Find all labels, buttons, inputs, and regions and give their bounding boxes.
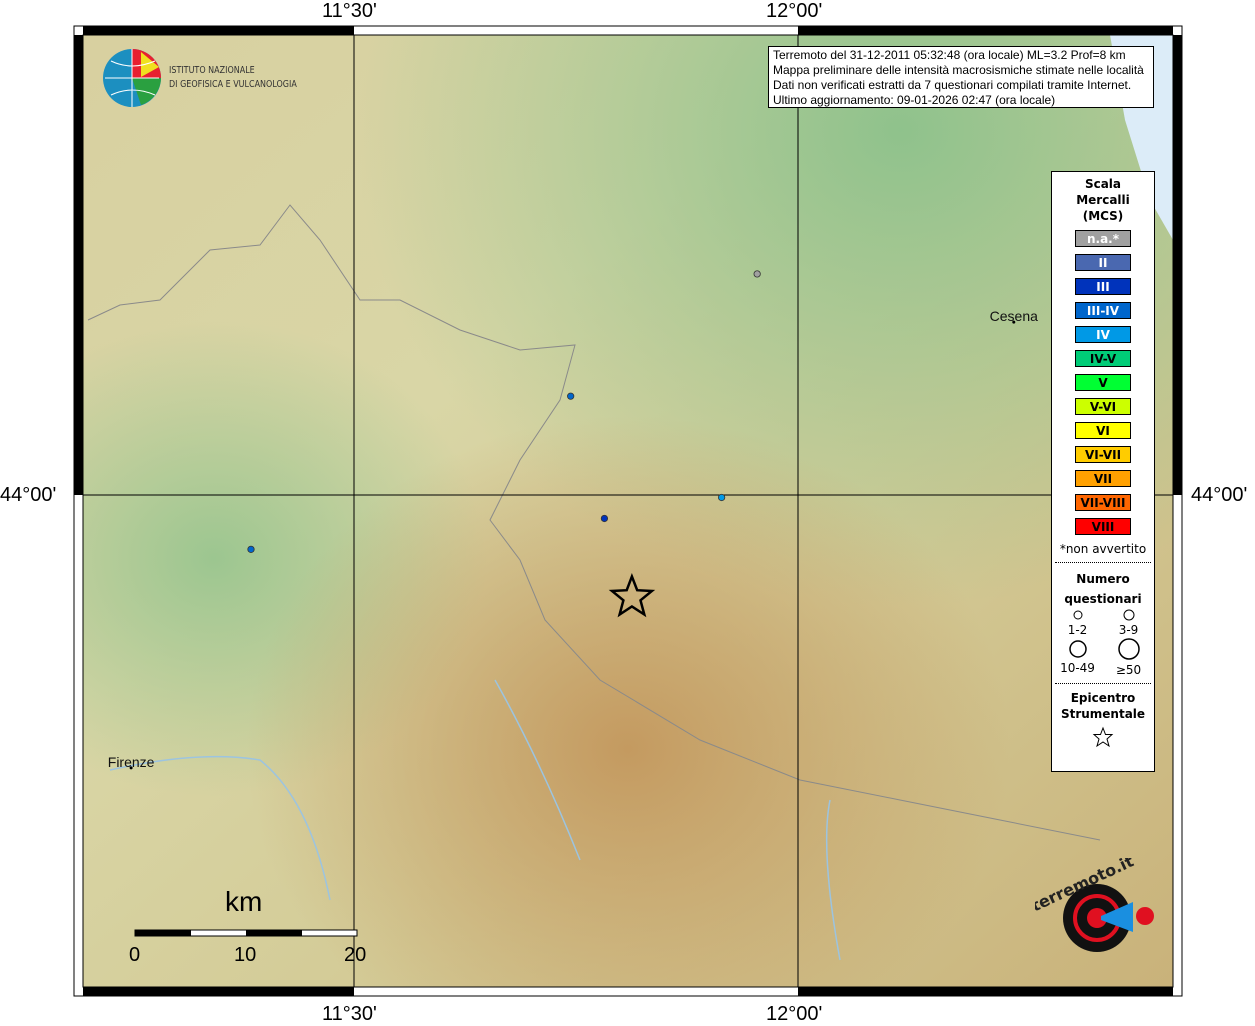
lon-label-bottom: 12°00' — [766, 1003, 823, 1025]
info-line: Dati non verificati estratti da 7 questi… — [773, 78, 1132, 92]
scale-tick: 10 — [234, 944, 257, 966]
scale-unit: km — [225, 886, 263, 917]
circle-large-icon — [1068, 640, 1087, 658]
lon-label-top: 12°00' — [766, 0, 823, 22]
intensity-swatch: VIII — [1075, 518, 1131, 535]
map-border — [73, 25, 1183, 997]
river — [109, 755, 331, 901]
circle-small-icon — [1073, 610, 1082, 620]
intensity-swatch: VI-VII — [1075, 446, 1131, 463]
info-line: Mappa preliminare delle intensità macros… — [773, 63, 1144, 77]
intensity-swatch: IV — [1075, 326, 1131, 343]
intensity-swatch: IV-V — [1075, 350, 1131, 367]
city-label: Firenze — [108, 754, 155, 770]
legend-title: (MCS) — [1082, 209, 1124, 223]
river — [494, 679, 841, 961]
count-label: 10-49 — [1060, 661, 1095, 675]
legend-title: Scala — [1084, 177, 1122, 191]
hsit-logo[interactable]: terremoto.it — [1028, 851, 1160, 978]
lon-label-top: 11°30' — [322, 0, 377, 22]
region-border — [87, 204, 1101, 841]
observation-point[interactable] — [600, 514, 609, 523]
circle-xlarge-icon — [1117, 638, 1140, 660]
city-label: Cesena — [990, 308, 1038, 324]
observation-point[interactable] — [753, 270, 761, 278]
cities: Cesena Firenze — [108, 308, 1038, 770]
city-marker — [1012, 320, 1016, 324]
count-title: questionari — [1064, 592, 1142, 606]
scale-tick: 0 — [129, 944, 141, 966]
count-label: ≥50 — [1115, 663, 1142, 677]
intensity-swatch: III-IV — [1075, 302, 1131, 319]
ingv-logo: ISTITUTO NAZIONALE DI GEOFISICA E VULCAN… — [101, 47, 329, 109]
epicenter-star[interactable] — [608, 573, 656, 618]
lat-label-left: 44°00' — [0, 484, 57, 506]
lon-label-bottom: 11°30' — [322, 1003, 377, 1025]
epicenter-title: Epicentro — [1070, 691, 1136, 705]
intensity-swatch: n.a.* — [1075, 230, 1131, 247]
info-line: Terremoto del 31-12-2011 05:32:48 (ora l… — [773, 48, 1126, 62]
intensity-swatch: VII — [1075, 470, 1131, 487]
target-logo-icon: terremoto.it — [1028, 851, 1154, 952]
event-info-box: Terremoto del 31-12-2011 05:32:48 (ora l… — [768, 46, 1154, 108]
observations — [247, 270, 761, 553]
city-marker — [129, 766, 133, 770]
circle-medium-icon — [1123, 609, 1134, 621]
intensity-swatch: V — [1075, 374, 1131, 391]
count-label: 1-2 — [1067, 623, 1088, 637]
intensity-swatch: V-VI — [1075, 398, 1131, 415]
observation-point[interactable] — [718, 493, 726, 502]
graticule — [83, 35, 1173, 987]
count-label: 3-9 — [1118, 623, 1139, 637]
observation-point[interactable] — [567, 392, 575, 400]
legend-title: Mercalli — [1076, 193, 1130, 207]
observation-point[interactable] — [247, 545, 255, 553]
legend-note: *non avvertito — [1059, 542, 1147, 556]
ingv-line: ISTITUTO NAZIONALE — [169, 65, 255, 76]
scale-bar — [134, 929, 358, 937]
globe-icon — [103, 49, 161, 107]
scale-tick: 20 — [344, 944, 367, 966]
intensity-swatch: VI — [1075, 422, 1131, 439]
intensity-swatch: VII-VIII — [1075, 494, 1131, 511]
intensity-swatch: III — [1075, 278, 1131, 295]
legend: Scala Mercalli (MCS) n.a.* II III III-IV IV I… — [1051, 171, 1155, 772]
star-icon — [1092, 726, 1114, 748]
count-title: Numero — [1076, 572, 1130, 586]
ingv-line: DI GEOFISICA E VULCANOLOGIA — [169, 79, 297, 90]
lat-label-right: 44°00' — [1191, 484, 1248, 506]
info-line: Ultimo aggiornamento: 09-01-2026 02:47 (… — [773, 93, 1056, 107]
intensity-swatch: II — [1075, 254, 1131, 271]
epicenter-title: Strumentale — [1060, 707, 1146, 721]
terrain — [83, 35, 1173, 987]
